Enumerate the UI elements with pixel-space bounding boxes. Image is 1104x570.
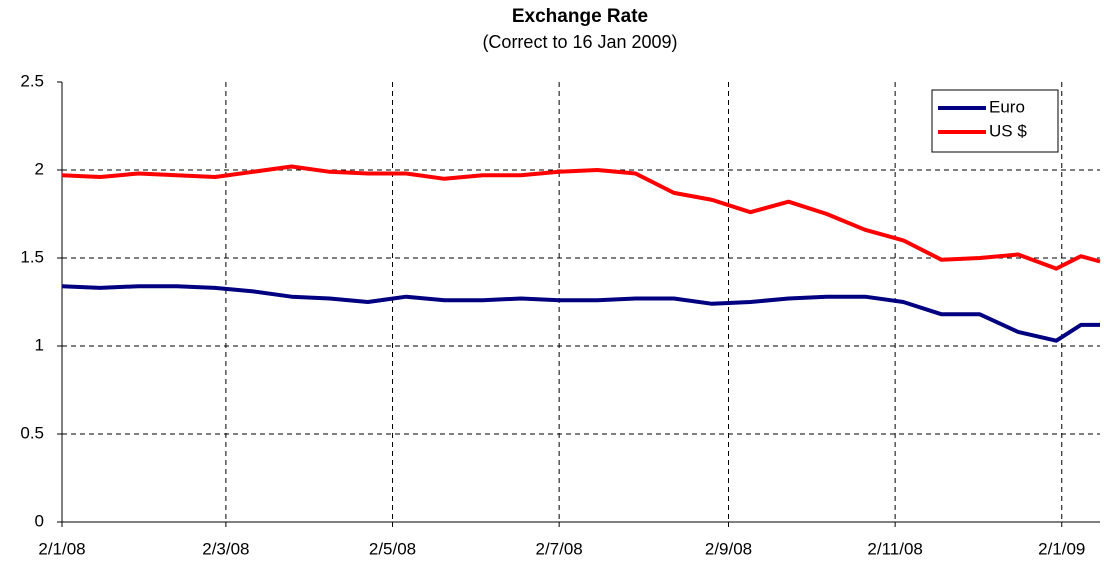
y-tick-label: 2.5 (20, 71, 44, 90)
chart-subtitle: (Correct to 16 Jan 2009) (482, 32, 677, 52)
line-series (61, 284, 1100, 343)
legend-box (931, 89, 1059, 153)
x-tick-label: 2/3/08 (202, 539, 249, 558)
chart-title: Exchange Rate (512, 6, 648, 27)
x-tick-label: 2/5/08 (369, 539, 416, 558)
x-tick-label: 2/1/08 (38, 539, 85, 558)
x-tick-label: 2/11/08 (867, 539, 922, 558)
y-tick-label: 0 (35, 511, 44, 530)
legend-label: US $ (989, 121, 1027, 140)
y-tick-label: 1 (35, 335, 44, 354)
line-series (61, 164, 1101, 271)
y-tick-label: 2 (35, 159, 44, 178)
legend-label: Euro (989, 97, 1025, 116)
x-tick-label: 2/1/09 (1038, 539, 1085, 558)
x-tick-label: 2/9/08 (705, 539, 752, 558)
y-tick-label: 1.5 (20, 247, 44, 266)
y-tick-label: 0.5 (20, 423, 44, 442)
x-tick-label: 2/7/08 (536, 539, 583, 558)
